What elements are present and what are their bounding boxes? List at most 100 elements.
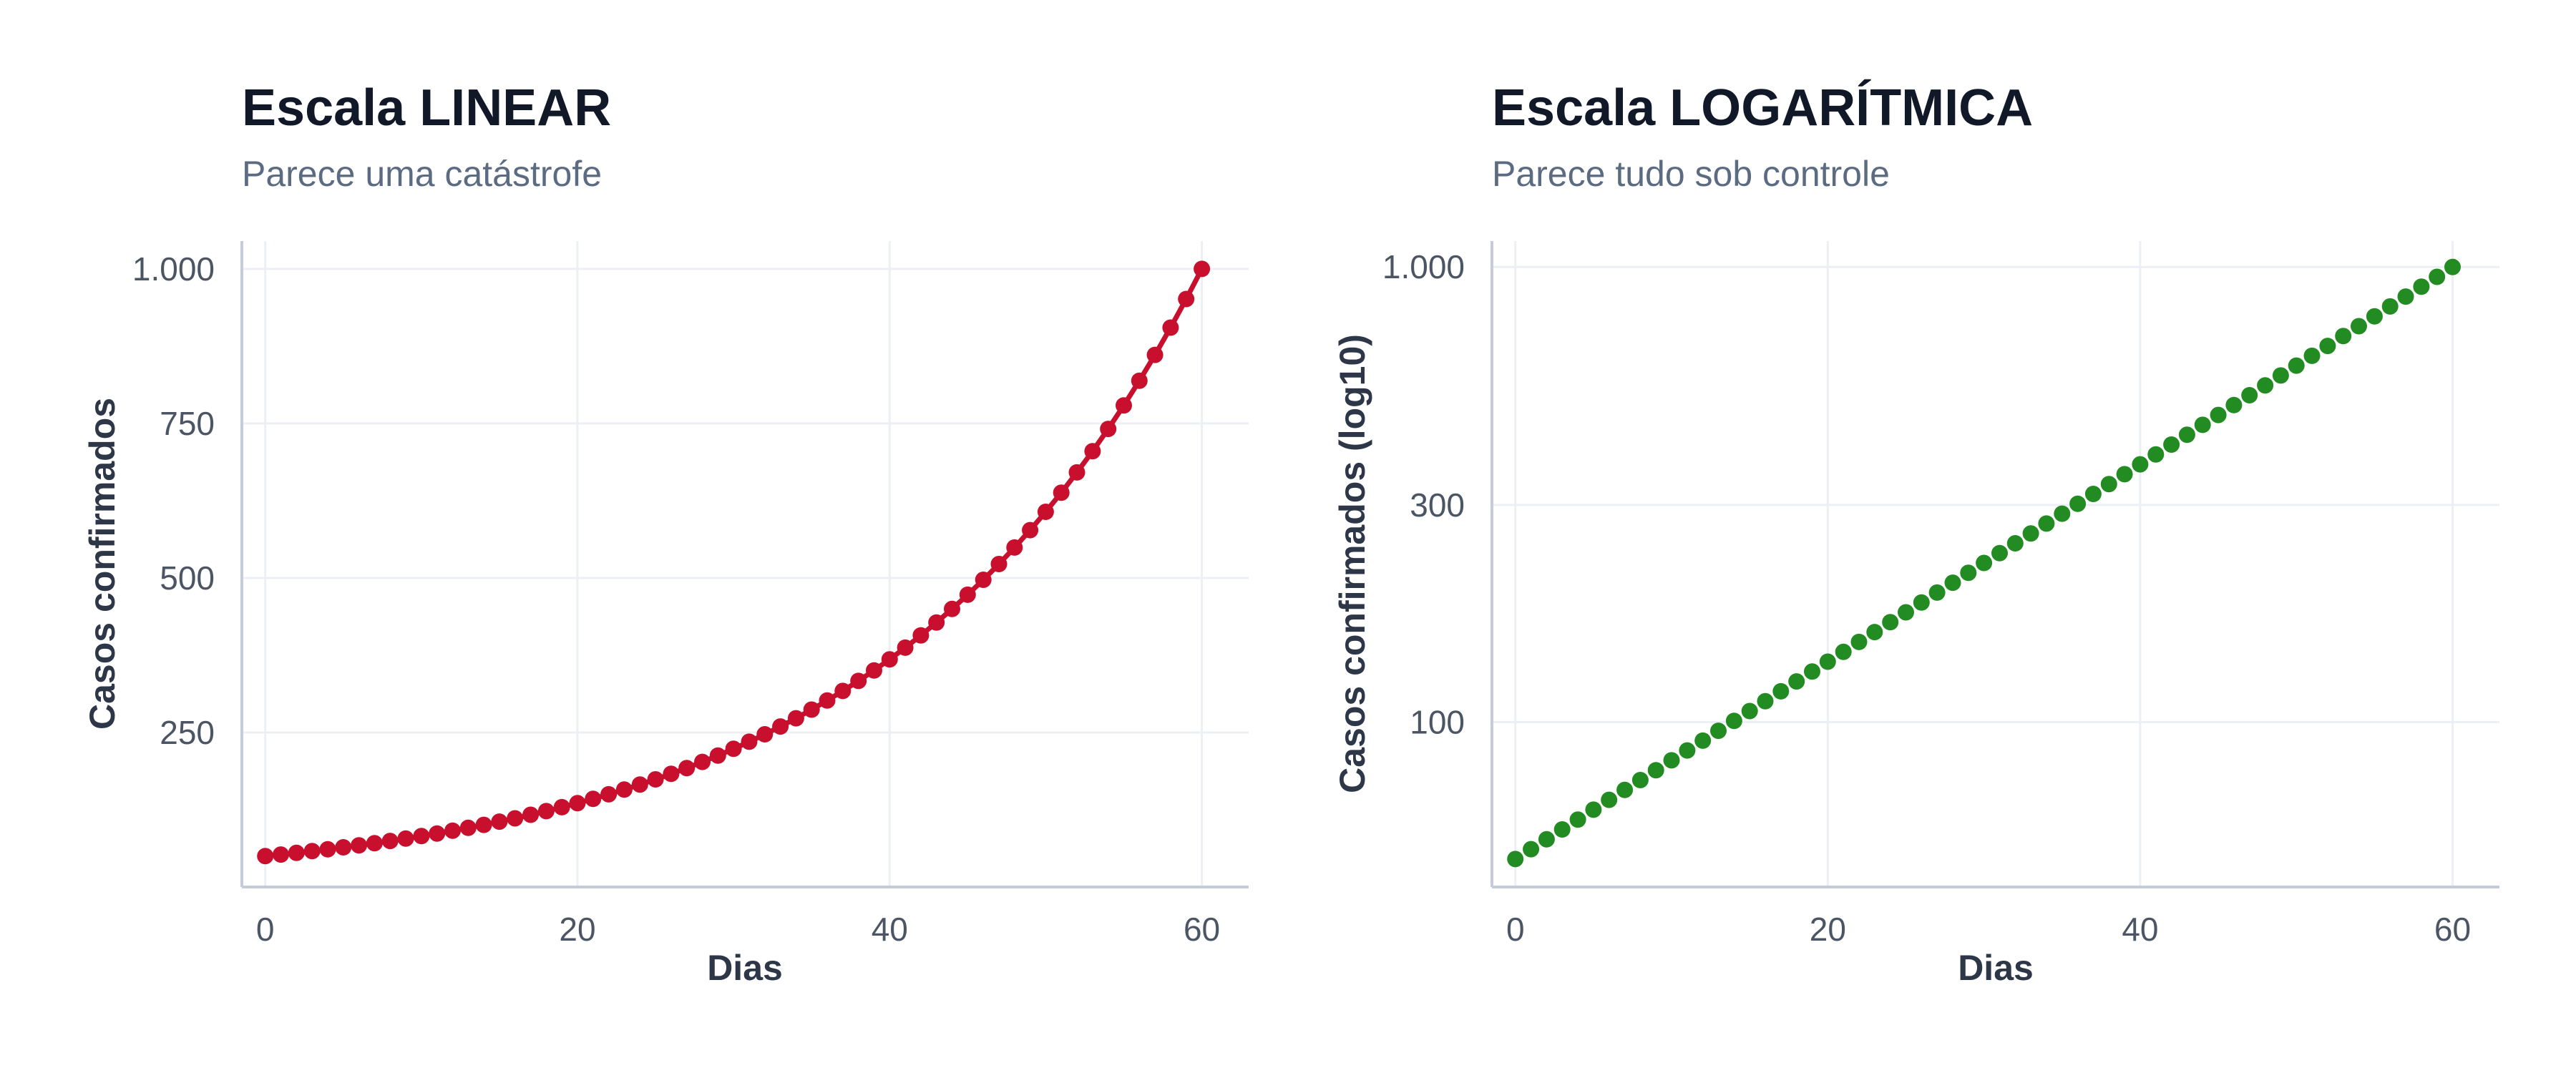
- data-point: [912, 627, 930, 644]
- x-tick-label: 60: [1184, 911, 1220, 948]
- gridlines: [242, 241, 1249, 887]
- y-tick-label: 300: [1410, 486, 1465, 524]
- data-point: [2397, 288, 2414, 305]
- data-point: [1663, 752, 1680, 769]
- data-point: [1835, 643, 1852, 660]
- data-point: [1913, 594, 1930, 611]
- x-tick-labels: 0 20 40 60: [256, 911, 1220, 948]
- x-tick-label: 0: [1506, 911, 1525, 948]
- data-point: [1991, 544, 2008, 562]
- data-point: [1194, 260, 1211, 278]
- data-point: [2100, 476, 2117, 493]
- data-point: [1523, 841, 1540, 858]
- series: [1507, 258, 2461, 868]
- data-point: [787, 710, 804, 727]
- data-point: [413, 828, 430, 845]
- data-point: [569, 795, 586, 812]
- data-point: [2366, 308, 2383, 325]
- y-tick-label: 500: [160, 559, 215, 597]
- data-point: [1022, 521, 1039, 539]
- data-point: [553, 798, 570, 815]
- data-point: [1569, 811, 1586, 828]
- data-point: [1037, 504, 1054, 520]
- data-point: [273, 846, 289, 863]
- data-point: [2413, 278, 2430, 295]
- data-point: [319, 841, 336, 858]
- y-tick-label: 250: [160, 714, 215, 751]
- data-point: [366, 835, 383, 852]
- data-point: [600, 785, 618, 803]
- data-point: [585, 790, 602, 808]
- y-tick-labels: 100 300 1.000: [1382, 248, 1465, 740]
- data-point: [2241, 387, 2258, 403]
- data-point: [2210, 406, 2227, 423]
- data-point: [1647, 762, 1664, 779]
- chart-title: Escala LOGARÍTMICA: [1492, 79, 2033, 137]
- data-point: [2272, 367, 2289, 384]
- data-point: [1146, 346, 1163, 363]
- data-point: [741, 733, 758, 750]
- data-point: [1131, 372, 1148, 389]
- y-tick-label: 1.000: [1382, 248, 1465, 285]
- data-point: [381, 833, 399, 850]
- data-point: [507, 810, 524, 827]
- data-point: [1804, 663, 1820, 680]
- data-point: [803, 701, 820, 718]
- series: [257, 260, 1211, 865]
- data-point: [2006, 535, 2024, 552]
- data-point: [834, 682, 852, 700]
- data-point: [1944, 574, 1961, 592]
- data-point: [1757, 692, 1774, 710]
- data-point: [2132, 456, 2149, 473]
- data-point: [1084, 443, 1101, 460]
- data-point: [694, 753, 711, 770]
- data-point: [459, 819, 477, 836]
- data-point: [2054, 505, 2071, 522]
- data-point: [2319, 338, 2336, 355]
- x-tick-label: 20: [559, 911, 595, 948]
- data-point: [1898, 604, 1914, 621]
- data-point: [2163, 436, 2180, 453]
- data-point: [491, 813, 508, 831]
- data-point: [522, 806, 540, 823]
- data-point: [1710, 722, 1727, 740]
- data-point: [1538, 831, 1555, 848]
- data-point: [2335, 328, 2352, 345]
- data-point: [615, 781, 633, 798]
- data-point: [288, 844, 305, 861]
- chart-subtitle: Parece uma catástrofe: [242, 154, 602, 194]
- data-point: [475, 816, 492, 833]
- data-point: [537, 803, 555, 820]
- data-point: [2303, 347, 2321, 364]
- x-tick-label: 40: [872, 911, 908, 948]
- data-point: [2178, 426, 2195, 444]
- data-point: [2084, 486, 2102, 502]
- panel-linear: Escala LINEAR Parece uma catástrofe 0 20 4…: [82, 79, 1249, 988]
- data-point: [866, 662, 882, 679]
- x-tick-labels: 0 20 40 60: [1506, 911, 2471, 948]
- data-point: [2069, 495, 2087, 512]
- series-line: [265, 268, 1204, 859]
- y-axis-title: Casos confirmados: [82, 398, 122, 730]
- data-point: [1585, 801, 1602, 818]
- data-point: [990, 556, 1008, 572]
- data-point: [1788, 673, 1805, 690]
- data-point: [2116, 466, 2133, 483]
- data-point: [351, 837, 368, 854]
- data-point: [819, 692, 836, 709]
- data-point: [2351, 318, 2367, 335]
- x-axis-title: Dias: [707, 948, 783, 988]
- chart-title: Escala LINEAR: [242, 79, 611, 137]
- data-point: [1601, 791, 1618, 808]
- data-point: [881, 651, 898, 668]
- data-point: [631, 776, 648, 793]
- data-point: [2038, 515, 2055, 532]
- data-point: [335, 839, 352, 856]
- data-point: [1928, 584, 1946, 601]
- x-tick-label: 40: [2122, 911, 2158, 948]
- y-tick-label: 750: [160, 405, 215, 442]
- data-point: [850, 672, 867, 690]
- gridlines: [1492, 241, 2499, 887]
- data-point: [678, 760, 696, 777]
